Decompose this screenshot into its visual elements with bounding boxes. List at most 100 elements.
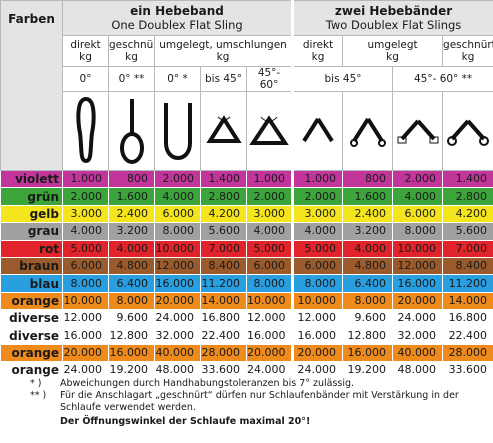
load-value: 1.000 [291,169,344,189]
load-value: 14.000 [200,291,247,311]
color-name: gelb [0,204,63,224]
color-name: orange [0,343,63,363]
note-text: Für die Anschlagart „geschnürt“ dürfen n… [60,390,459,413]
load-value: 2.000 [62,187,109,206]
load-value: 5.000 [291,239,344,258]
method: umgelegt, umschlungen kg [153,35,294,67]
load-value: 7.000 [442,239,493,258]
row: blau 8.000 6.400 16.000 11.200 8.000 8.000 6.40… [0,274,493,293]
icon-two-basket [349,117,386,147]
header-farben: Farben [0,0,63,171]
load-value: 20.000 [154,291,201,311]
load-value: 4.800 [108,256,155,276]
load-value: 32.000 [154,326,201,345]
load-value: 19.200 [342,361,394,380]
load-value: 8.000 [291,274,344,293]
load-value: 11.200 [442,274,493,293]
load-value: 40.000 [154,343,201,363]
angle: bis 45° [291,66,394,92]
load-value: 12.000 [245,309,294,328]
icon-basket-45 [205,114,242,143]
group-subtitle: One Doublex Flat Sling [111,18,243,32]
load-value: 4.000 [291,222,344,241]
load-value: 12.000 [62,309,109,328]
load-value: 22.400 [442,326,493,345]
color-name: rot [0,239,63,258]
load-value: 16.000 [108,343,155,363]
load-value: 1.600 [342,187,394,206]
load-value: 800 [108,169,155,189]
load-value: 28.000 [200,343,247,363]
load-value: 9.600 [342,309,394,328]
load-value: 1.000 [245,169,294,189]
load-value: 9.600 [108,309,155,328]
note-mark: ** ) [30,390,47,401]
load-value: 8.000 [108,291,155,311]
note-text: Abweichungen durch Handhabungstoleranzen… [60,378,355,389]
load-value: 16.000 [291,326,344,345]
icon-cell [442,91,493,171]
load-value: 3.000 [62,204,109,224]
load-value: 3.000 [291,204,344,224]
row: orange 24.000 19.200 48.000 33.600 24.000 24.0… [0,361,493,380]
row: diverse 12.000 9.600 24.000 16.800 12.000 12.0… [0,309,493,328]
load-value: 10.000 [62,291,109,311]
method: direkt kg [62,35,109,67]
angle: bis 45° [200,66,247,92]
load-value: 32.000 [392,326,444,345]
load-value: 24.000 [291,361,344,380]
color-name: diverse [0,309,63,328]
row: rot 5.000 4.000 10.000 7.000 5.000 5.000 4.000 1… [0,239,493,258]
color-name: violett [0,169,63,189]
load-value: 8.400 [442,256,493,276]
load-value: 6.400 [108,274,155,293]
note: ** ) Für die Anschlagart „geschnürt“ dürf… [30,390,485,414]
load-value: 8.000 [62,274,109,293]
angle: 45°- 60° ** [392,66,493,92]
load-value: 22.400 [200,326,247,345]
color-name: grau [0,222,63,241]
group-title: ein Hebeband [130,4,224,18]
load-value: 6.000 [62,256,109,276]
icon-two-basket-60 [397,119,439,143]
load-value: 4.000 [154,187,201,206]
angle: 0° ** [108,66,155,92]
load-value: 5.000 [62,239,109,258]
group-header: zwei Hebebänder Two Doublex Flat Slings [291,0,493,36]
load-value: 11.200 [200,274,247,293]
load-value: 8.000 [154,222,201,241]
load-value: 12.800 [342,326,394,345]
icon-direct [75,96,96,163]
load-value: 6.400 [342,274,394,293]
color-name: orange [0,291,63,311]
load-value: 16.000 [154,274,201,293]
row: orange 10.000 8.000 20.000 14.000 10.000 10.00… [0,291,493,311]
row: grau 4.000 3.200 8.000 5.600 4.000 4.000 3.200 8… [0,222,493,241]
color-name: orange [0,361,63,380]
load-value: 24.000 [154,309,201,328]
row: orange 20.000 16.000 40.000 28.000 20.000 20.0… [0,343,493,363]
load-value: 6.000 [291,256,344,276]
note: * ) Abweichungen durch Handhabungstoleran… [30,378,485,390]
load-value: 19.200 [108,361,155,380]
color-name: diverse [0,326,63,345]
icon-basket [163,102,192,160]
icon-basket-60 [249,114,289,145]
group-header: ein Hebeband One Doublex Flat Sling [61,0,294,36]
icon-cell [342,91,394,171]
load-value: 4.000 [342,239,394,258]
load-value: 10.000 [291,291,344,311]
load-value: 3.000 [245,204,294,224]
load-value: 20.000 [62,343,109,363]
load-value: 1.400 [442,169,493,189]
load-value: 3.200 [342,222,394,241]
group-title: zwei Hebebänder [334,4,453,18]
load-value: 4.000 [392,187,444,206]
load-value: 4.200 [442,204,493,224]
color-name: braun [0,256,63,276]
load-value: 12.800 [108,326,155,345]
load-value: 2.000 [291,187,344,206]
load-value: 2.000 [245,187,294,206]
load-value: 33.600 [200,361,247,380]
icon-cell [200,91,247,171]
